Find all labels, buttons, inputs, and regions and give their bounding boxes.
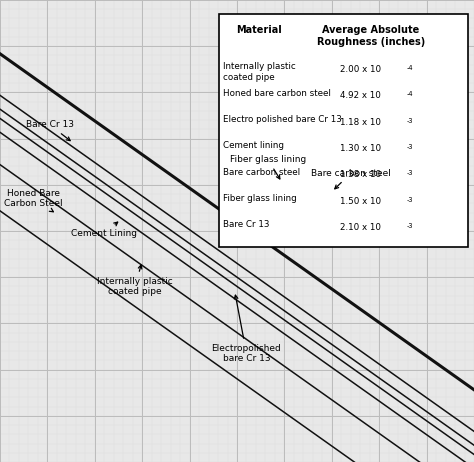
Text: 1.38 x 10: 1.38 x 10 bbox=[340, 170, 381, 179]
Text: Cement lining: Cement lining bbox=[223, 141, 284, 150]
Text: -3: -3 bbox=[406, 170, 413, 176]
Text: -3: -3 bbox=[406, 118, 413, 124]
Text: 4.92 x 10: 4.92 x 10 bbox=[340, 91, 381, 100]
Text: Cement Lining: Cement Lining bbox=[71, 222, 137, 238]
Text: Average Absolute
Roughness (inches): Average Absolute Roughness (inches) bbox=[317, 25, 425, 47]
Text: Fiber glass lining: Fiber glass lining bbox=[230, 155, 306, 179]
Text: 2.00 x 10: 2.00 x 10 bbox=[340, 65, 381, 74]
Text: Material: Material bbox=[237, 25, 282, 36]
Text: 1.50 x 10: 1.50 x 10 bbox=[340, 197, 381, 206]
Text: -4: -4 bbox=[406, 91, 413, 97]
Text: 1.18 x 10: 1.18 x 10 bbox=[340, 118, 381, 127]
Text: Electropolished
bare Cr 13: Electropolished bare Cr 13 bbox=[211, 295, 282, 363]
Text: Internally plastic
coated pipe: Internally plastic coated pipe bbox=[97, 265, 173, 296]
Text: 2.10 x 10: 2.10 x 10 bbox=[340, 223, 381, 232]
Text: Bare carbon steel: Bare carbon steel bbox=[311, 169, 391, 189]
Text: Internally plastic
coated pipe: Internally plastic coated pipe bbox=[223, 62, 295, 82]
FancyBboxPatch shape bbox=[219, 14, 468, 247]
Text: Bare carbon steel: Bare carbon steel bbox=[223, 168, 300, 176]
Text: -3: -3 bbox=[406, 197, 413, 203]
Text: Fiber glass lining: Fiber glass lining bbox=[223, 194, 297, 203]
Text: -3: -3 bbox=[406, 144, 413, 150]
Text: Bare Cr 13: Bare Cr 13 bbox=[26, 120, 74, 140]
Text: Electro polished bare Cr 13: Electro polished bare Cr 13 bbox=[223, 115, 342, 124]
Text: Honed Bare
Carbon Steel: Honed Bare Carbon Steel bbox=[4, 189, 63, 212]
Text: -3: -3 bbox=[406, 223, 413, 229]
Text: -4: -4 bbox=[406, 65, 413, 71]
Text: Honed bare carbon steel: Honed bare carbon steel bbox=[223, 89, 331, 97]
Text: 1.30 x 10: 1.30 x 10 bbox=[340, 144, 381, 153]
Text: Bare Cr 13: Bare Cr 13 bbox=[223, 220, 269, 229]
